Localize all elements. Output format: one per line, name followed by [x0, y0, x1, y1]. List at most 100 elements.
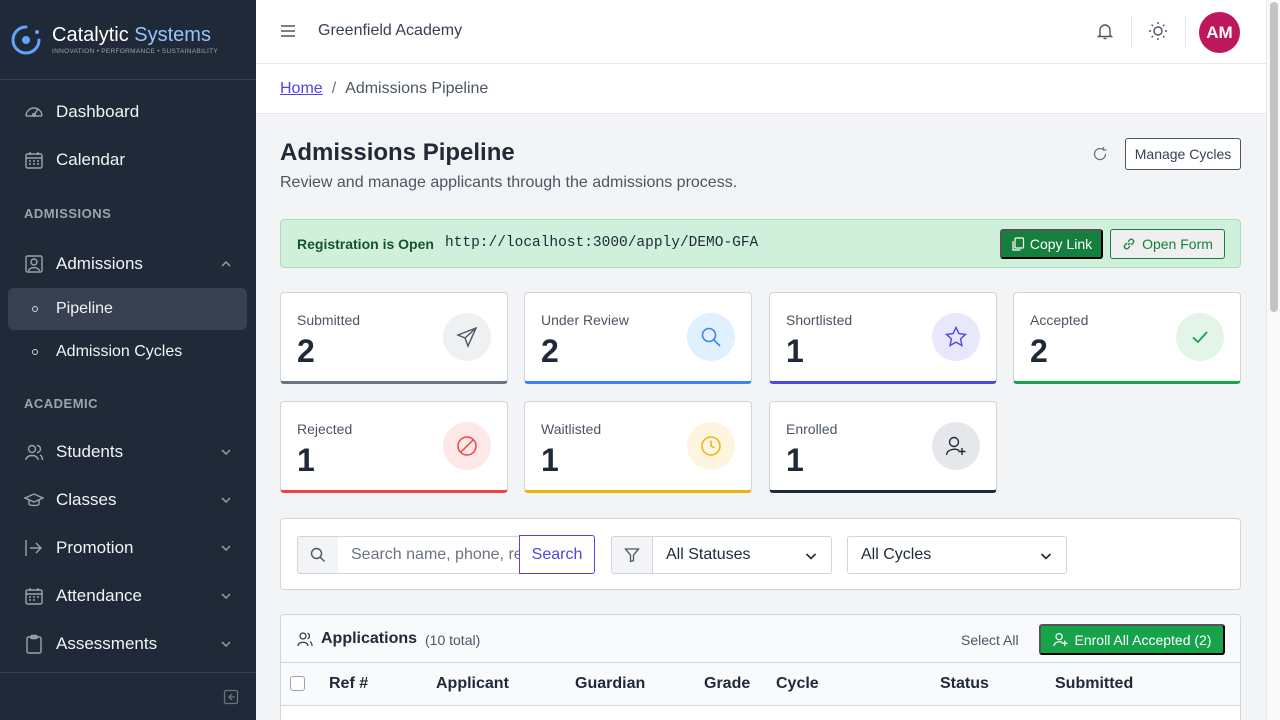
gauge-icon [25, 107, 43, 117]
chevron-down-icon [221, 497, 231, 503]
stat-card-enrolled[interactable]: Enrolled 1 [769, 401, 997, 493]
enroll-all-accepted-button[interactable]: Enroll All Accepted (2) [1039, 624, 1225, 655]
users-icon [297, 632, 313, 647]
clipboard-icon [26, 634, 42, 654]
calendar-icon [25, 152, 43, 169]
stat-card-under-review[interactable]: Under Review 2 [524, 292, 752, 384]
avatar[interactable]: AM [1199, 12, 1240, 53]
sidebar-item-label: Promotion [56, 538, 134, 557]
sidebar-item-dashboard[interactable]: Dashboard [0, 88, 256, 136]
page-title: Admissions Pipeline [280, 139, 515, 166]
select-all-checkbox[interactable] [290, 676, 305, 691]
column-header-submitted[interactable]: Submitted [1055, 675, 1134, 692]
sidebar-item-attendance[interactable]: Attendance [0, 572, 256, 620]
stat-label: Under Review [541, 312, 629, 328]
scrollbar-thumb[interactable] [1270, 2, 1278, 312]
enroll-all-label: Enroll All Accepted (2) [1074, 631, 1212, 648]
manage-cycles-button[interactable]: Manage Cycles [1125, 138, 1241, 170]
copy-link-label: Copy Link [1029, 236, 1093, 252]
breadcrumb: Home / Admissions Pipeline [256, 64, 1266, 114]
sidebar-item-assessments[interactable]: Assessments [0, 620, 256, 668]
collapse-sidebar-icon[interactable] [223, 689, 239, 705]
menu-icon[interactable] [280, 23, 296, 39]
column-header-applicant[interactable]: Applicant [436, 675, 509, 692]
ban-icon [443, 422, 491, 470]
copy-link-button[interactable]: Copy Link [1000, 229, 1103, 259]
cycle-select-value: All Cycles [861, 546, 932, 563]
column-header-cycle[interactable]: Cycle [776, 675, 819, 692]
brand[interactable]: Catalytic Systems INNOVATION • PERFORMAN… [0, 0, 256, 80]
scrollbar[interactable] [1266, 0, 1280, 720]
bullet-icon [32, 349, 38, 355]
open-form-label: Open Form [1142, 236, 1213, 252]
table-header: Ref # Applicant Guardian Grade Cycle Sta… [281, 663, 1240, 706]
search-button[interactable]: Search [519, 535, 595, 574]
sun-icon[interactable] [1148, 21, 1168, 41]
clock-icon [687, 422, 735, 470]
sidebar-item-admission-cycles[interactable]: Admission Cycles [8, 331, 247, 373]
students-icon [25, 444, 44, 461]
cycle-select[interactable]: All Cycles [847, 536, 1067, 574]
stat-value: 1 [297, 442, 315, 478]
filter-icon [611, 536, 653, 574]
registration-status: Registration is Open [297, 236, 434, 252]
open-form-button[interactable]: Open Form [1110, 229, 1225, 259]
applications-title: Applications [321, 630, 418, 647]
bell-icon[interactable] [1096, 22, 1114, 40]
refresh-icon[interactable] [1092, 146, 1108, 162]
school-name: Greenfield Academy [318, 22, 463, 39]
status-select-value: All Statuses [666, 546, 751, 563]
section-heading-academic: ACADEMIC [24, 396, 99, 411]
logo-icon [11, 25, 41, 54]
sidebar-item-promotion[interactable]: Promotion [0, 524, 256, 572]
column-header-guardian[interactable]: Guardian [575, 675, 646, 692]
chevron-down-icon [221, 593, 231, 599]
sidebar-item-admissions[interactable]: Admissions [0, 240, 256, 288]
stat-value: 2 [1030, 333, 1048, 369]
sidebar-nav: Dashboard Calendar ADMISSIONS Admissions… [0, 80, 256, 668]
column-header-ref[interactable]: Ref # [329, 675, 369, 692]
chevron-down-icon [221, 449, 231, 455]
sidebar-item-pipeline[interactable]: Pipeline [8, 288, 247, 330]
user-plus-icon [932, 422, 980, 470]
sidebar-item-label: Assessments [56, 634, 158, 653]
sidebar-item-label: Pipeline [56, 300, 113, 317]
search-input[interactable] [338, 536, 520, 574]
applications-count: (10 total) [425, 632, 481, 648]
stat-label: Rejected [297, 421, 353, 437]
column-header-status[interactable]: Status [940, 675, 989, 692]
promotion-icon [25, 540, 42, 556]
filter-bar: Search All Statuses All Cycles [280, 518, 1241, 590]
status-select[interactable]: All Statuses [652, 536, 832, 574]
topbar-divider [1131, 16, 1132, 48]
registration-banner: Registration is Open http://localhost:30… [280, 219, 1241, 268]
breadcrumb-home-link[interactable]: Home [280, 79, 323, 97]
search-icon [297, 536, 339, 574]
stat-card-rejected[interactable]: Rejected 1 [280, 401, 508, 493]
sidebar-item-calendar[interactable]: Calendar [0, 136, 256, 184]
stat-label: Submitted [297, 312, 361, 328]
stat-value: 1 [786, 333, 804, 369]
stat-card-accepted[interactable]: Accepted 2 [1013, 292, 1241, 384]
stat-card-waitlisted[interactable]: Waitlisted 1 [524, 401, 752, 493]
sidebar-footer [0, 672, 256, 720]
user-plus-icon [1052, 632, 1068, 647]
sidebar-item-label: Calendar [56, 150, 125, 169]
paper-plane-icon [443, 313, 491, 361]
chevron-down-icon [221, 545, 231, 551]
sidebar-item-classes[interactable]: Classes [0, 476, 256, 524]
stat-value: 2 [297, 333, 315, 369]
sidebar-item-students[interactable]: Students [0, 428, 256, 476]
brand-name-main: Catalytic [52, 24, 129, 46]
stat-card-submitted[interactable]: Submitted 2 [280, 292, 508, 384]
chevron-down-icon [805, 553, 817, 560]
stat-card-shortlisted[interactable]: Shortlisted 1 [769, 292, 997, 384]
chevron-up-icon [221, 261, 231, 267]
chevron-down-icon [1040, 553, 1052, 560]
select-all-link[interactable]: Select All [961, 632, 1019, 648]
bullet-icon [32, 306, 38, 312]
stat-label: Waitlisted [541, 421, 602, 437]
column-header-grade[interactable]: Grade [704, 675, 751, 692]
stat-value: 1 [541, 442, 559, 478]
section-heading-admissions: ADMISSIONS [24, 206, 112, 221]
